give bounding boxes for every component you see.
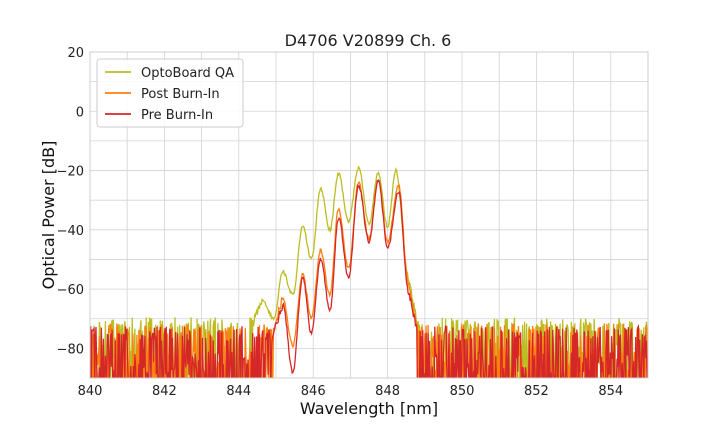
plot-area [89, 51, 649, 379]
y-tick-label: −80 [57, 342, 84, 357]
x-axis: 840 842 844 846 848 850 852 854 [78, 384, 624, 399]
series-line-pre-burn-in [90, 179, 648, 378]
x-tick-label: 844 [226, 384, 251, 399]
plot-frame [89, 51, 649, 379]
x-tick-label: 846 [301, 384, 326, 399]
y-tick-label: 0 [76, 105, 84, 120]
x-tick-label: 842 [152, 384, 177, 399]
chart-title: D4706 V20899 Ch. 6 [285, 31, 452, 50]
grid [89, 51, 649, 379]
y-tick-label: −60 [57, 283, 84, 298]
legend-box [96, 58, 244, 128]
y-axis: −80 −60 −40 −20 0 20 [57, 46, 84, 357]
y-tick-label: −40 [57, 224, 84, 239]
series-line-optoboard-qa [90, 165, 648, 378]
legend: OptoBoard QA Post Burn-In Pre Burn-In [96, 58, 244, 128]
legend-label: Pre Burn-In [141, 108, 213, 123]
x-tick-label: 848 [375, 384, 400, 399]
legend-label: Post Burn-In [141, 87, 220, 102]
x-tick-label: 854 [598, 384, 623, 399]
y-tick-label: 20 [67, 46, 84, 61]
x-tick-label: 850 [450, 384, 475, 399]
y-axis-label: Optical Power [dB] [39, 141, 58, 290]
y-tick-label: −20 [57, 165, 84, 180]
x-axis-label: Wavelength [nm] [300, 399, 438, 418]
legend-label: OptoBoard QA [141, 66, 234, 81]
x-tick-label: 840 [78, 384, 103, 399]
x-tick-label: 852 [524, 384, 549, 399]
